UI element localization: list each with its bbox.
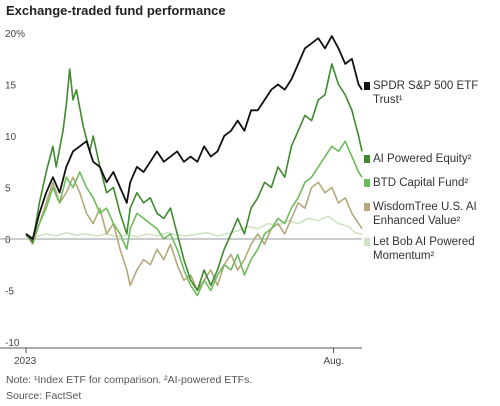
legend-label: SPDR S&P 500 ETF Trust¹	[373, 80, 479, 106]
x-tick-label: Aug.	[323, 356, 344, 367]
series-line-4	[25, 215, 363, 238]
legend-label: Let Bob AI Powered Momentum²	[373, 236, 475, 262]
legend-swatch	[364, 238, 370, 246]
chart-title: Exchange-traded fund performance	[6, 3, 226, 18]
y-tick-label: 15	[5, 81, 17, 92]
series-line-2	[25, 140, 363, 297]
legend-item: WisdomTree U.S. AI Enhanced Value²	[364, 200, 498, 228]
legend-swatch	[364, 155, 370, 163]
y-tick-label: -10	[5, 338, 20, 349]
series-line-1	[25, 63, 363, 292]
series-line-0	[25, 35, 363, 240]
legend-label: WisdomTree U.S. AI Enhanced Value²	[373, 201, 477, 227]
y-tick-label: 0	[5, 235, 11, 246]
legend-item: SPDR S&P 500 ETF Trust¹	[364, 79, 498, 107]
y-tick-label: -5	[5, 287, 14, 298]
series-line-3	[25, 176, 363, 292]
legend-label: BTD Capital Fund²	[373, 177, 469, 189]
y-tick-label: 10	[5, 132, 17, 143]
chart-source: Source: FactSet	[6, 390, 82, 402]
legend-label: AI Powered Equity²	[373, 153, 472, 165]
y-tick-label: 5	[5, 184, 11, 195]
legend-item: Let Bob AI Powered Momentum²	[364, 235, 498, 263]
chart-note: Note: ¹Index ETF for comparison. ²AI-pow…	[6, 374, 253, 386]
legend-swatch	[364, 179, 370, 187]
legend-swatch	[364, 82, 370, 90]
legend-item: AI Powered Equity²	[364, 152, 498, 166]
legend-item: BTD Capital Fund²	[364, 176, 498, 190]
legend-swatch	[364, 203, 370, 211]
x-tick-label: 2023	[14, 356, 37, 367]
y-tick-label: 20%	[5, 29, 25, 40]
